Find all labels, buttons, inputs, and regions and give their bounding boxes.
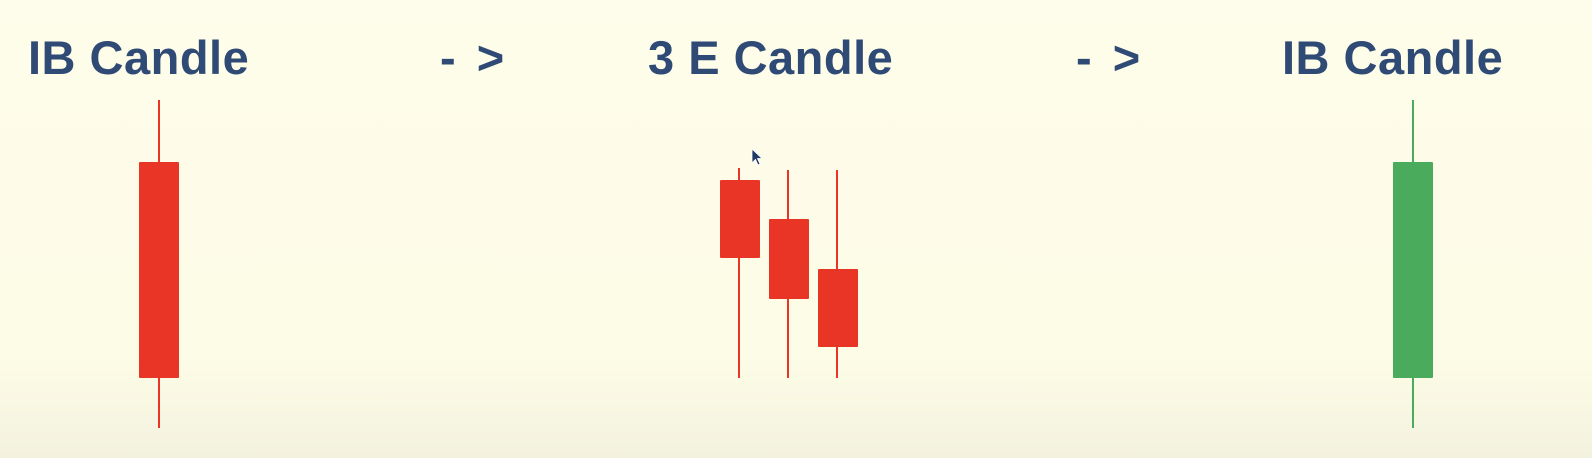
arrow-text-1: - > bbox=[440, 31, 509, 84]
candle-body bbox=[139, 162, 179, 378]
candle-body bbox=[720, 180, 760, 258]
heading-ib-candle-left: IB Candle bbox=[28, 31, 250, 84]
mouse-pointer-icon bbox=[751, 148, 764, 166]
candle-body bbox=[769, 219, 809, 299]
candle-body bbox=[1393, 162, 1433, 378]
heading-ib-candle-right: IB Candle bbox=[1282, 31, 1504, 84]
candle-wick bbox=[738, 168, 740, 378]
candle-body bbox=[818, 269, 858, 347]
heading-3e-candle: 3 E Candle bbox=[648, 31, 894, 84]
arrow-text-2: - > bbox=[1076, 31, 1145, 84]
